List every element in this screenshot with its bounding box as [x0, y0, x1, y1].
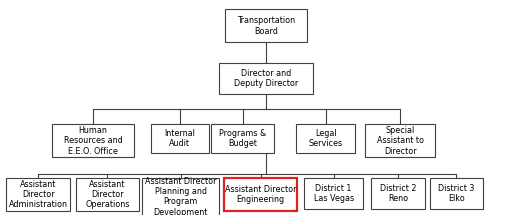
Text: District 2
Reno: District 2 Reno [380, 184, 416, 203]
Text: Human
Resources and
E.E.O. Office: Human Resources and E.E.O. Office [64, 126, 122, 156]
Text: District 3
Elko: District 3 Elko [438, 184, 475, 203]
Text: Assistant Director
Planning and
Program
Development: Assistant Director Planning and Program … [145, 177, 217, 215]
FancyBboxPatch shape [76, 178, 139, 211]
FancyBboxPatch shape [304, 178, 363, 209]
FancyBboxPatch shape [151, 124, 209, 153]
FancyBboxPatch shape [211, 124, 274, 153]
FancyBboxPatch shape [430, 178, 483, 209]
FancyBboxPatch shape [296, 124, 355, 153]
Text: Legal
Services: Legal Services [309, 129, 343, 148]
Text: Assistant Director
Engineering: Assistant Director Engineering [225, 185, 296, 204]
FancyBboxPatch shape [371, 178, 425, 209]
FancyBboxPatch shape [365, 124, 435, 157]
Text: Internal
Audit: Internal Audit [164, 129, 195, 148]
Text: Transportation
Board: Transportation Board [237, 16, 295, 35]
FancyBboxPatch shape [52, 124, 134, 157]
Text: Assistant
Director
Operations: Assistant Director Operations [85, 180, 130, 209]
FancyBboxPatch shape [225, 9, 307, 43]
Text: Programs &
Budget: Programs & Budget [219, 129, 266, 148]
FancyBboxPatch shape [6, 178, 70, 211]
FancyBboxPatch shape [143, 178, 219, 215]
Text: Director and
Deputy Director: Director and Deputy Director [234, 69, 298, 88]
FancyBboxPatch shape [224, 178, 297, 211]
Text: Special
Assistant to
Director: Special Assistant to Director [377, 126, 423, 156]
Text: Assistant
Director
Administration: Assistant Director Administration [9, 180, 68, 209]
Text: District 1
Las Vegas: District 1 Las Vegas [313, 184, 354, 203]
FancyBboxPatch shape [219, 63, 312, 94]
